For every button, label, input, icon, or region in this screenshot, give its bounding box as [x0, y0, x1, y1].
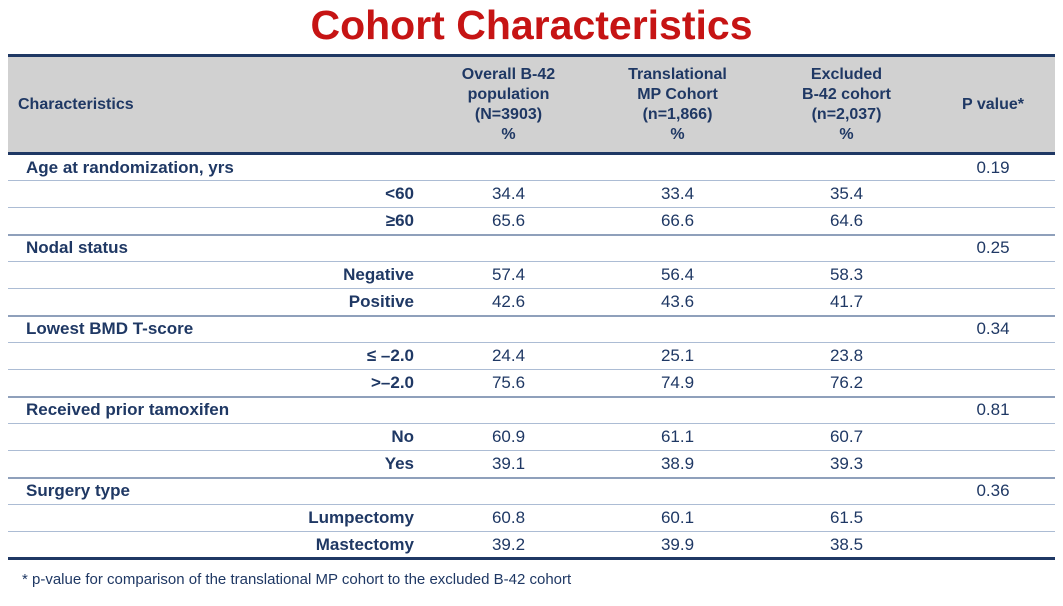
subcategory-label: Positive — [8, 288, 424, 317]
value-cell: 34.4 — [424, 180, 593, 209]
category-label: Nodal status — [8, 234, 424, 263]
value-cell — [424, 315, 593, 344]
p-value-empty — [931, 180, 1055, 209]
data-row: Yes 39.1 38.9 39.3 — [8, 450, 1055, 479]
category-label: Lowest BMD T-score — [8, 315, 424, 344]
subcategory-label: No — [8, 423, 424, 452]
subcategory-label: Yes — [8, 450, 424, 479]
subcategory-label: <60 — [8, 180, 424, 209]
value-cell — [762, 315, 931, 344]
col-header-characteristics: Characteristics — [8, 55, 424, 156]
value-cell — [762, 396, 931, 425]
data-row: ≤ –2.0 24.4 25.1 23.8 — [8, 342, 1055, 371]
p-value-empty — [931, 369, 1055, 398]
value-cell: 25.1 — [593, 342, 762, 371]
value-cell: 74.9 — [593, 369, 762, 398]
value-cell: 60.7 — [762, 423, 931, 452]
value-cell: 33.4 — [593, 180, 762, 209]
value-cell: 75.6 — [424, 369, 593, 398]
data-row: >–2.0 75.6 74.9 76.2 — [8, 369, 1055, 398]
col-header-p-value: P value* — [931, 55, 1055, 156]
subcategory-label: Mastectomy — [315, 534, 414, 554]
value-cell: 61.1 — [593, 423, 762, 452]
value-cell: 60.1 — [593, 504, 762, 533]
col-header-translational-cohort: Translational MP Cohort (n=1,866) % — [593, 55, 762, 156]
p-value: 0.19 — [931, 153, 1055, 182]
data-row: Lumpectomy 60.8 60.1 61.5 — [8, 504, 1055, 533]
value-cell: 60.9 — [424, 423, 593, 452]
p-value-empty — [931, 423, 1055, 452]
category-row: Lowest BMD T-score 0.34 — [8, 315, 1055, 344]
value-cell — [593, 315, 762, 344]
category-row: Age at randomization, yrs 0.19 — [8, 153, 1055, 182]
value-cell: 66.6 — [593, 207, 762, 236]
p-value: 0.34 — [931, 315, 1055, 344]
p-value-empty — [931, 261, 1055, 290]
p-value-empty — [931, 532, 1055, 559]
value-cell: 35.4 — [762, 180, 931, 209]
value-cell: 42.6 — [424, 288, 593, 317]
value-cell: 38.9 — [593, 450, 762, 479]
value-cell — [593, 396, 762, 425]
col-header-excluded-cohort: Excluded B-42 cohort (n=2,037) % — [762, 55, 931, 156]
data-row: Positive 42.6 43.6 41.7 — [8, 288, 1055, 317]
subcategory-label: Negative — [8, 261, 424, 290]
category-label: Received prior tamoxifen — [8, 396, 424, 425]
value-cell — [593, 153, 762, 182]
value-cell — [762, 234, 931, 263]
value-cell: 76.2 — [762, 369, 931, 398]
category-row: Surgery type 0.36 — [8, 477, 1055, 506]
subcategory-label: ≥60 — [8, 207, 424, 236]
value-cell — [424, 153, 593, 182]
p-value-empty — [931, 288, 1055, 317]
data-row: Negative 57.4 56.4 58.3 — [8, 261, 1055, 290]
p-value: 0.81 — [931, 396, 1055, 425]
value-cell — [424, 234, 593, 263]
value-cell — [593, 234, 762, 263]
subcategory-label: Lumpectomy — [8, 504, 424, 533]
value-cell — [762, 153, 931, 182]
value-cell: 61.5 — [762, 504, 931, 533]
page-title: Cohort Characteristics — [310, 2, 753, 48]
value-cell: 58.3 — [762, 261, 931, 290]
p-value-empty — [931, 504, 1055, 533]
value-cell — [424, 477, 593, 506]
category-row: Received prior tamoxifen 0.81 — [8, 396, 1055, 425]
value-cell: 39.9 — [660, 534, 695, 554]
p-value: 0.25 — [931, 234, 1055, 263]
value-cell: 57.4 — [424, 261, 593, 290]
value-cell — [593, 477, 762, 506]
data-row: Mastectomy 39.2 39.9 38.5 — [8, 532, 1055, 559]
value-cell: 39.2 — [491, 534, 526, 554]
value-cell: 64.6 — [762, 207, 931, 236]
value-cell: 43.6 — [593, 288, 762, 317]
subcategory-label: >–2.0 — [8, 369, 424, 398]
data-row: ≥60 65.6 66.6 64.6 — [8, 207, 1055, 236]
table-header-row: Characteristics Overall B-42 population … — [8, 55, 1055, 156]
subcategory-label: ≤ –2.0 — [8, 342, 424, 371]
category-row: Nodal status 0.25 — [8, 234, 1055, 263]
value-cell: 56.4 — [593, 261, 762, 290]
category-label: Age at randomization, yrs — [8, 153, 424, 182]
p-value-empty — [931, 207, 1055, 236]
value-cell: 41.7 — [762, 288, 931, 317]
value-cell: 24.4 — [424, 342, 593, 371]
value-cell: 23.8 — [762, 342, 931, 371]
cohort-characteristics-table: Characteristics Overall B-42 population … — [8, 54, 1055, 561]
p-value-empty — [931, 342, 1055, 371]
data-row: No 60.9 61.1 60.7 — [8, 423, 1055, 452]
value-cell: 60.8 — [424, 504, 593, 533]
p-value-empty — [931, 450, 1055, 479]
value-cell: 38.5 — [829, 534, 864, 554]
value-cell: 39.3 — [762, 450, 931, 479]
footnote: * p-value for comparison of the translat… — [22, 571, 572, 589]
value-cell: 39.1 — [424, 450, 593, 479]
p-value: 0.36 — [931, 477, 1055, 506]
value-cell: 65.6 — [424, 207, 593, 236]
category-label: Surgery type — [8, 477, 424, 506]
value-cell — [424, 396, 593, 425]
value-cell — [762, 477, 931, 506]
col-header-overall-population: Overall B-42 population (N=3903) % — [424, 55, 593, 156]
data-row: <60 34.4 33.4 35.4 — [8, 180, 1055, 209]
